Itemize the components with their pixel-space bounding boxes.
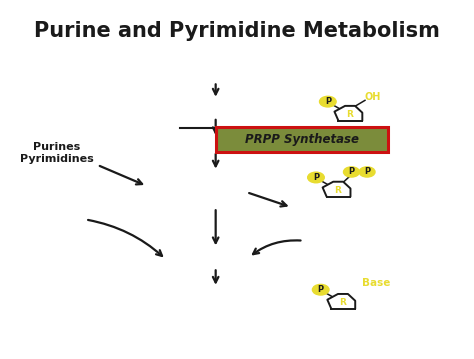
- Text: DNA, RNA: DNA, RNA: [185, 291, 246, 301]
- Text: OH: OH: [364, 92, 381, 102]
- Text: Nucleotides: Nucleotides: [179, 252, 253, 262]
- Circle shape: [319, 96, 336, 107]
- FancyBboxPatch shape: [216, 127, 388, 153]
- Text: Ribose-5P: Ribose-5P: [184, 103, 247, 113]
- Circle shape: [312, 284, 329, 295]
- Text: Salvage
Pathways: Salvage Pathways: [27, 194, 87, 216]
- Text: P: P: [364, 167, 370, 177]
- Text: Phosphoribosyl-
pyrophosphate
(PRPP): Phosphoribosyl- pyrophosphate (PRPP): [137, 172, 232, 208]
- Text: R: R: [339, 298, 346, 307]
- Text: Base: Base: [362, 278, 390, 288]
- Text: P: P: [325, 97, 331, 106]
- Text: P: P: [348, 167, 355, 177]
- Text: PRPP Synthetase: PRPP Synthetase: [245, 133, 359, 146]
- Text: De novo: De novo: [311, 216, 362, 226]
- Text: Purines
Pyrimidines: Purines Pyrimidines: [20, 141, 94, 164]
- Circle shape: [308, 172, 324, 183]
- Text: P: P: [318, 285, 324, 294]
- Text: synthesis: synthesis: [307, 228, 366, 238]
- Text: R: R: [335, 186, 341, 195]
- Text: Purine and Pyrimidine Metabolism: Purine and Pyrimidine Metabolism: [34, 20, 440, 41]
- Text: P: P: [313, 173, 319, 182]
- Text: R: R: [346, 110, 353, 119]
- Text: HMP Shunt: HMP Shunt: [181, 67, 250, 77]
- Circle shape: [344, 167, 359, 177]
- Text: ATP: ATP: [149, 123, 173, 133]
- Circle shape: [359, 167, 375, 177]
